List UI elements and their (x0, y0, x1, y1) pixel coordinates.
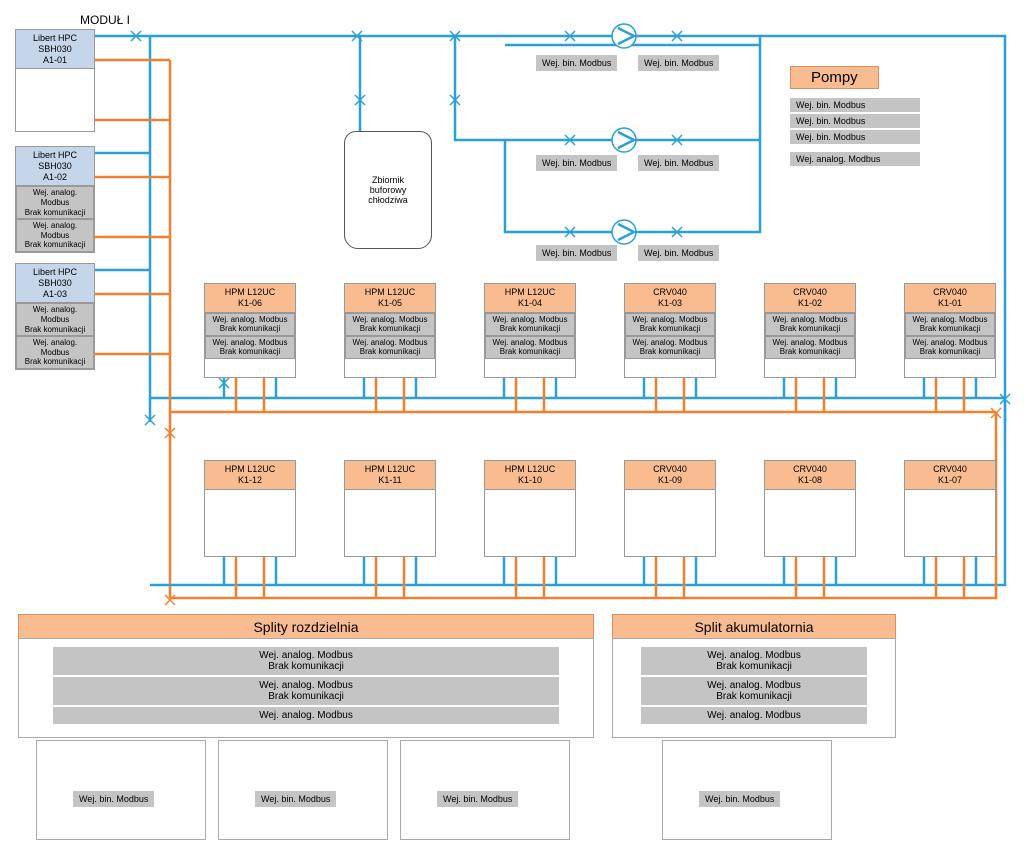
akum-row-2: Wej. analog. Modbus (641, 707, 867, 724)
akum-row-1-l1: Wej. analog. Modbus (644, 680, 864, 691)
pump-badge-0: Wej. bin. Modbus (536, 55, 617, 71)
splity-row-0-l1: Wej. analog. Modbus (56, 650, 556, 661)
split-akum-title: Split akumulatornia (612, 614, 896, 640)
unit-hdr: HPM L12UCK1-12 (205, 461, 295, 490)
akum-row-0-l1: Wej. analog. Modbus (644, 650, 864, 661)
status-row: Wej. analog. ModbusBrak komunikacji (16, 336, 94, 369)
buffer-tank: Zbiornik buforowy chłodziwa (344, 131, 432, 249)
pump-badge-1: Wej. bin. Modbus (638, 55, 719, 71)
status-row: Wej. analog. ModbusBrak komunikacji (905, 313, 995, 336)
pump-badge-4: Wej. bin. Modbus (536, 245, 617, 261)
unit-hdr: CRV040K1-02 (765, 284, 855, 313)
chiller-A1-01[interactable]: Libert HPCSBH030A1-01 (15, 29, 95, 132)
status-row: Wej. analog. ModbusBrak komunikacji (485, 313, 575, 336)
splity-row-1: Wej. analog. Modbus Brak komunikacji (53, 677, 559, 705)
splity-box-2: Wej. bin. Modbus (218, 740, 388, 840)
unit-K1-07[interactable]: CRV040K1-07 (904, 460, 996, 557)
status-row: Wej. analog. ModbusBrak komunikacji (16, 303, 94, 336)
splity-row-1-l1: Wej. analog. Modbus (56, 680, 556, 691)
unit-hdr: CRV040K1-08 (765, 461, 855, 490)
unit-K1-09[interactable]: CRV040K1-09 (624, 460, 716, 557)
splity-row-0: Wej. analog. Modbus Brak komunikacji (53, 647, 559, 675)
akum-row-1-l2: Brak komunikacji (644, 691, 864, 702)
pumps-title: Pompy (790, 66, 879, 89)
unit-hdr: HPM L12UCK1-04 (485, 284, 575, 313)
splity-box-1: Wej. bin. Modbus (36, 740, 206, 840)
pump-status-3: Wej. analog. Modbus (790, 152, 920, 166)
unit-K1-12[interactable]: HPM L12UCK1-12 (204, 460, 296, 557)
status-row: Wej. analog. ModbusBrak komunikacji (625, 313, 715, 336)
splity-box-3: Wej. bin. Modbus (400, 740, 570, 840)
unit-hdr: HPM L12UCK1-11 (345, 461, 435, 490)
status-row: Wej. analog. ModbusBrak komunikacji (485, 336, 575, 359)
chiller-hdr: Libert HPCSBH030A1-02 (16, 147, 94, 186)
page-title: MODUŁ I (80, 13, 130, 27)
pump-badge-2: Wej. bin. Modbus (536, 155, 617, 171)
akum-box-1: Wej. bin. Modbus (662, 740, 832, 840)
unit-K1-02[interactable]: CRV040K1-02Wej. analog. ModbusBrak komun… (764, 283, 856, 378)
status-row: Wej. analog. ModbusBrak komunikacji (345, 336, 435, 359)
status-row: Wej. analog. ModbusBrak komunikacji (205, 336, 295, 359)
unit-K1-10[interactable]: HPM L12UCK1-10 (484, 460, 576, 557)
akum-row-0: Wej. analog. Modbus Brak komunikacji (641, 647, 867, 675)
chiller-hdr: Libert HPCSBH030A1-01 (16, 30, 94, 69)
pump-badge-3: Wej. bin. Modbus (638, 155, 719, 171)
chiller-A1-02[interactable]: Libert HPCSBH030A1-02Wej. analog. Modbus… (15, 146, 95, 253)
chiller-hdr: Libert HPCSBH030A1-03 (16, 264, 94, 303)
splity-bin-3: Wej. bin. Modbus (437, 791, 518, 807)
unit-K1-04[interactable]: HPM L12UCK1-04Wej. analog. ModbusBrak ko… (484, 283, 576, 378)
unit-K1-05[interactable]: HPM L12UCK1-05Wej. analog. ModbusBrak ko… (344, 283, 436, 378)
pump-status-2: Wej. bin. Modbus (790, 130, 920, 144)
akum-row-1: Wej. analog. Modbus Brak komunikacji (641, 677, 867, 705)
status-row: Wej. analog. ModbusBrak komunikacji (16, 219, 94, 252)
splity-row-1-l2: Brak komunikacji (56, 691, 556, 702)
unit-hdr: HPM L12UCK1-06 (205, 284, 295, 313)
status-row: Wej. analog. ModbusBrak komunikacji (625, 336, 715, 359)
chiller-body (16, 69, 94, 131)
pump-badge-5: Wej. bin. Modbus (638, 245, 719, 261)
status-row: Wej. analog. ModbusBrak komunikacji (345, 313, 435, 336)
splity-bin-1: Wej. bin. Modbus (73, 791, 154, 807)
splity-title: Splity rozdzielnia (18, 614, 594, 640)
unit-hdr: CRV040K1-07 (905, 461, 995, 490)
status-row: Wej. analog. ModbusBrak komunikacji (905, 336, 995, 359)
splity-row-0-l2: Brak komunikacji (56, 661, 556, 672)
tank-label-3: chłodziwa (368, 195, 408, 205)
akum-bin-1: Wej. bin. Modbus (699, 791, 780, 807)
unit-K1-03[interactable]: CRV040K1-03Wej. analog. ModbusBrak komun… (624, 283, 716, 378)
unit-K1-11[interactable]: HPM L12UCK1-11 (344, 460, 436, 557)
status-row: Wej. analog. ModbusBrak komunikacji (765, 336, 855, 359)
splity-row-2: Wej. analog. Modbus (53, 707, 559, 724)
akum-row-2-l1: Wej. analog. Modbus (644, 710, 864, 721)
unit-hdr: CRV040K1-01 (905, 284, 995, 313)
pumps-section: Pompy (790, 66, 879, 89)
unit-hdr: HPM L12UCK1-10 (485, 461, 575, 490)
pump-status-1: Wej. bin. Modbus (790, 114, 920, 128)
status-row: Wej. analog. ModbusBrak komunikacji (765, 313, 855, 336)
unit-hdr: HPM L12UCK1-05 (345, 284, 435, 313)
pump-status-0: Wej. bin. Modbus (790, 98, 920, 112)
splity-bin-2: Wej. bin. Modbus (255, 791, 336, 807)
unit-K1-08[interactable]: CRV040K1-08 (764, 460, 856, 557)
tank-label-1: Zbiornik (372, 175, 404, 185)
unit-K1-06[interactable]: HPM L12UCK1-06Wej. analog. ModbusBrak ko… (204, 283, 296, 378)
chiller-A1-03[interactable]: Libert HPCSBH030A1-03Wej. analog. Modbus… (15, 263, 95, 370)
akum-row-0-l2: Brak komunikacji (644, 661, 864, 672)
unit-hdr: CRV040K1-09 (625, 461, 715, 490)
tank-label-2: buforowy (370, 185, 407, 195)
splity-status-panel: Wej. analog. Modbus Brak komunikacji Wej… (18, 638, 594, 738)
pumps-status-list: Wej. bin. Modbus Wej. bin. Modbus Wej. b… (790, 96, 920, 168)
status-row: Wej. analog. ModbusBrak komunikacji (16, 186, 94, 219)
splity-row-2-l1: Wej. analog. Modbus (56, 710, 556, 721)
split-akum-status-panel: Wej. analog. Modbus Brak komunikacji Wej… (612, 638, 896, 738)
status-row: Wej. analog. ModbusBrak komunikacji (205, 313, 295, 336)
unit-hdr: CRV040K1-03 (625, 284, 715, 313)
unit-K1-01[interactable]: CRV040K1-01Wej. analog. ModbusBrak komun… (904, 283, 996, 378)
